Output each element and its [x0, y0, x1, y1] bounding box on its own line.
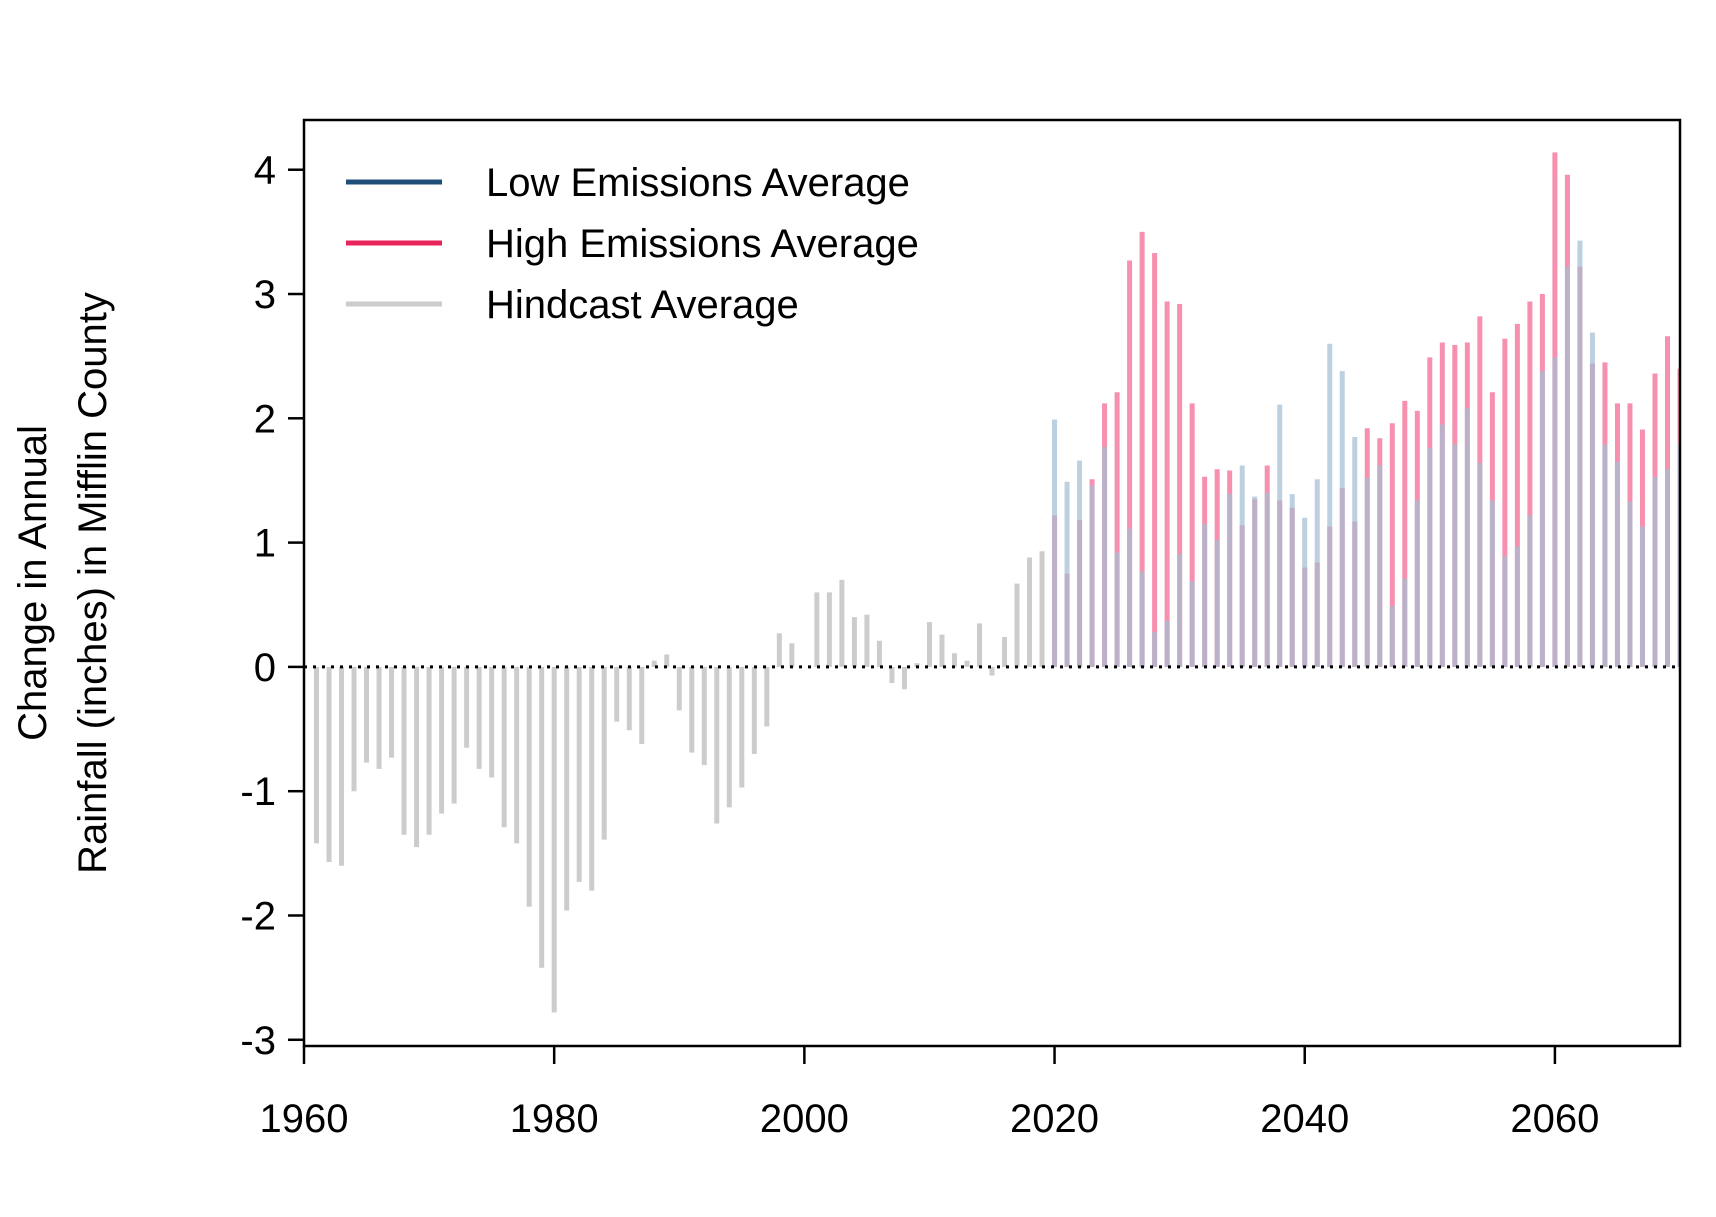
bars-layer	[314, 152, 1680, 1013]
legend: Low Emissions Average High Emissions Aver…	[346, 161, 919, 327]
legend-label: Hindcast Average	[486, 283, 799, 327]
x-tick-label: 2060	[1510, 1097, 1599, 1141]
x-tick-label: 1960	[260, 1097, 349, 1141]
y-tick-label: 1	[254, 522, 276, 566]
legend-label: Low Emissions Average	[486, 161, 910, 205]
y-tick-label: -2	[240, 894, 276, 938]
axes-layer: -3 -2 -1 0 1 2 3 4 1960 1980 2000 2020 2040 2060 Chang…	[11, 118, 1682, 1141]
y-tick-label: -1	[240, 770, 276, 814]
legend-label: High Emissions Average	[486, 222, 919, 266]
y-axis-label-line-2: Rainfall (inches) in Mifflin County	[71, 292, 115, 874]
y-tick-label: -3	[240, 1019, 276, 1063]
plot-frame	[302, 118, 1682, 1048]
y-tick-label: 2	[254, 397, 276, 441]
x-tick-label: 2020	[1010, 1097, 1099, 1141]
x-tick-label: 1980	[510, 1097, 599, 1141]
x-tick-label: 2040	[1260, 1097, 1349, 1141]
y-tick-label: 0	[254, 646, 276, 690]
y-tick-label: 4	[254, 149, 276, 193]
x-tick-label: 2000	[760, 1097, 849, 1141]
y-axis-label-line-1: Change in Annual	[11, 425, 55, 741]
y-tick-label: 3	[254, 273, 276, 317]
bars-clip-group	[314, 152, 1680, 1013]
